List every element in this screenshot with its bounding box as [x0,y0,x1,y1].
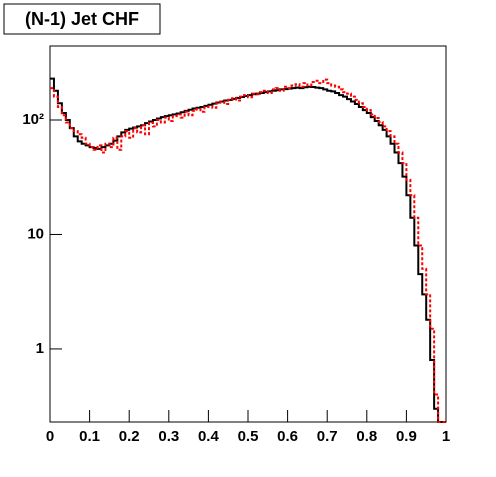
title-box [3,3,161,35]
x-tick-label: 0.3 [158,428,179,445]
x-tick-label: 0.8 [356,428,377,445]
y-tick-label: 1 [36,340,44,357]
x-tick-label: 0.2 [119,428,140,445]
x-tick-label: 0.4 [198,428,220,445]
y-tick-label: 10 [27,225,44,242]
x-tick-label: 0.5 [238,428,259,445]
y-tick-label: 10² [22,111,44,128]
x-tick-label: 0.7 [317,428,338,445]
x-tick-label: 1 [442,428,450,445]
x-tick-label: 0 [46,428,54,445]
histogram-line [50,78,446,423]
chart-title: (N-1) Jet CHF [25,9,139,29]
x-tick-label: 0.6 [277,428,298,445]
x-tick-label: 0.1 [79,428,100,445]
x-tick-label: 0.9 [396,428,417,445]
